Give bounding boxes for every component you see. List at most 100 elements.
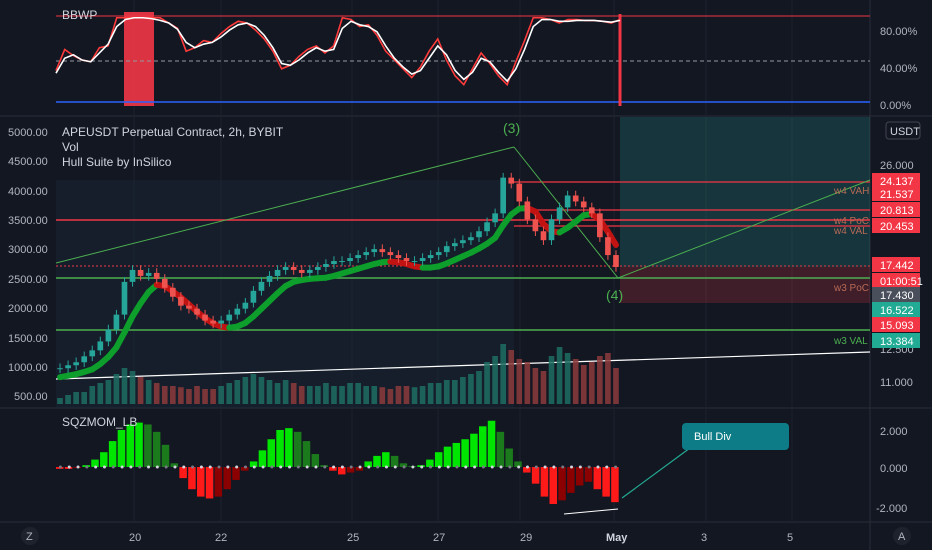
candle-body xyxy=(113,314,120,330)
squeeze-dot xyxy=(332,465,336,469)
sqzmom-title: SQZMOM_LB xyxy=(62,415,137,429)
volume-bar xyxy=(613,368,619,404)
volume-bar xyxy=(460,377,466,404)
squeeze-dot xyxy=(420,465,424,469)
candle-body xyxy=(427,255,434,259)
zoom-button[interactable] xyxy=(21,527,39,545)
volume-bar xyxy=(129,371,136,404)
auto-scale-button[interactable] xyxy=(893,527,911,545)
squeeze-dot xyxy=(199,465,203,469)
volume-bar xyxy=(266,380,273,404)
candle-body xyxy=(73,362,79,366)
squeeze-dot xyxy=(323,465,327,469)
momentum-bar xyxy=(426,459,434,467)
price-tag-text: 16.522 xyxy=(880,305,914,317)
sqz-tick: 2.000 xyxy=(880,426,908,438)
squeeze-dot xyxy=(429,465,433,469)
price-tag-text: 21.537 xyxy=(880,189,914,201)
volume-bar xyxy=(210,389,216,404)
candle-body xyxy=(419,258,426,262)
volume-bar xyxy=(218,386,224,404)
candle-body xyxy=(290,266,297,270)
price-tag xyxy=(872,273,920,288)
squeeze-dot xyxy=(270,465,274,469)
currency-button[interactable] xyxy=(885,121,921,140)
time-tick: 25 xyxy=(347,532,359,544)
candle-body xyxy=(363,252,370,256)
volume-bar xyxy=(411,387,418,404)
momentum-bar xyxy=(293,431,302,467)
price-tag xyxy=(872,317,920,332)
squeeze-dot xyxy=(490,465,494,469)
momentum-bar xyxy=(144,424,152,467)
candle-body xyxy=(153,272,160,279)
momentum-bar xyxy=(117,430,126,467)
squeeze-dot xyxy=(217,465,221,469)
candle-body xyxy=(395,255,402,259)
sqzmom-pane: Bull Div SQZMOM_LB 2.000 0.000 -2.000 xyxy=(56,415,908,515)
momentum-bar xyxy=(170,463,179,467)
volume-bar xyxy=(145,380,152,404)
squeeze-dot xyxy=(279,465,283,469)
momentum-bar xyxy=(443,446,452,467)
candle-body xyxy=(500,177,506,214)
volume-bar xyxy=(500,344,506,404)
candle-body xyxy=(186,305,192,309)
candle-body xyxy=(572,195,579,202)
candle-body xyxy=(476,231,482,238)
momentum-bar xyxy=(346,467,355,473)
momentum-bar xyxy=(382,452,390,467)
volume-bar xyxy=(492,356,498,404)
sqz-tick: -2.000 xyxy=(876,503,907,515)
price-tag xyxy=(872,287,920,302)
volume-bar xyxy=(532,368,539,404)
candle-body xyxy=(161,278,168,288)
squeeze-dot xyxy=(155,465,159,469)
volume-bar xyxy=(73,392,79,404)
volume-bar xyxy=(81,392,88,404)
hull-ribbon xyxy=(57,205,619,381)
momentum-bar xyxy=(126,424,134,467)
volume-bar xyxy=(484,362,490,404)
volume-bar xyxy=(89,386,96,404)
momentum-bar xyxy=(91,459,99,467)
squeeze-dot xyxy=(578,465,582,469)
price-tag-text: 24.137 xyxy=(880,176,914,188)
price-tag xyxy=(872,186,920,201)
trend-line xyxy=(617,179,871,279)
price-tag-text: 20.813 xyxy=(880,205,914,217)
squeeze-dot xyxy=(561,465,565,469)
candle-body xyxy=(339,261,345,263)
time-tick: 20 xyxy=(129,532,141,544)
left-tick: 1000.00 xyxy=(8,362,48,374)
momentum-bar xyxy=(364,461,372,467)
squeeze-dot xyxy=(481,465,485,469)
squeeze-dot xyxy=(517,465,521,469)
momentum-bar xyxy=(302,441,311,467)
squeeze-dot xyxy=(305,465,309,469)
volume-bar xyxy=(476,371,482,404)
indicator-label-hull: Hull Suite by InSilico xyxy=(62,155,172,169)
candle-body xyxy=(202,314,208,321)
bull-div-callout[interactable] xyxy=(682,423,789,450)
trend-line xyxy=(55,146,515,264)
right-tick: 11.000 xyxy=(880,377,913,389)
auto-scale-label: A xyxy=(898,531,906,543)
squeeze-dot xyxy=(173,465,177,469)
squeeze-dot xyxy=(261,465,265,469)
squeeze-dot xyxy=(191,465,195,469)
candle-body xyxy=(234,308,241,315)
momentum-bar xyxy=(567,467,575,493)
divergence-line xyxy=(563,508,619,515)
candle-body xyxy=(242,302,249,309)
candle-body xyxy=(129,269,136,282)
volume-bar xyxy=(290,383,297,404)
candle-body xyxy=(564,195,571,208)
momentum-bar xyxy=(470,433,478,467)
volume-bar xyxy=(170,386,176,404)
squeeze-dot xyxy=(508,465,512,469)
momentum-bar xyxy=(496,431,505,467)
momentum-bar xyxy=(479,426,487,467)
